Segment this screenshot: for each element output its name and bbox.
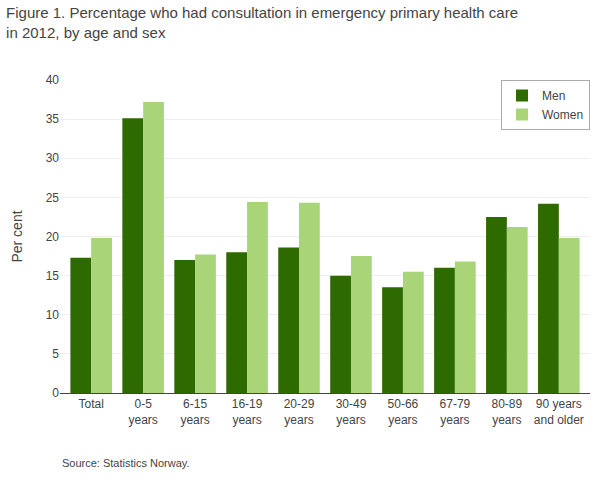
svg-text:Total: Total bbox=[79, 397, 104, 411]
svg-text:67-79years: 67-79years bbox=[440, 397, 471, 427]
svg-text:30: 30 bbox=[46, 151, 60, 165]
svg-text:35: 35 bbox=[46, 112, 60, 126]
svg-text:10: 10 bbox=[46, 308, 60, 322]
svg-text:90 yearsand older: 90 yearsand older bbox=[534, 397, 584, 427]
svg-text:20: 20 bbox=[46, 230, 60, 244]
svg-text:0-5years: 0-5years bbox=[128, 397, 157, 427]
svg-text:20-29years: 20-29years bbox=[284, 397, 315, 427]
svg-text:16-19years: 16-19years bbox=[232, 397, 263, 427]
svg-text:Men: Men bbox=[542, 89, 565, 103]
svg-text:0: 0 bbox=[52, 386, 59, 400]
svg-text:50-66years: 50-66years bbox=[388, 397, 419, 427]
svg-text:40: 40 bbox=[46, 73, 60, 87]
svg-text:Women: Women bbox=[542, 108, 583, 122]
svg-text:6-15years: 6-15years bbox=[180, 397, 209, 427]
svg-text:Figure 1. Percentage who had c: Figure 1. Percentage who had consultatio… bbox=[6, 4, 518, 41]
svg-text:Per cent: Per cent bbox=[9, 210, 25, 262]
svg-text:Source: Statistics Norway.: Source: Statistics Norway. bbox=[62, 457, 190, 469]
svg-text:15: 15 bbox=[46, 269, 60, 283]
svg-text:5: 5 bbox=[52, 347, 59, 361]
svg-text:80-89years: 80-89years bbox=[492, 397, 523, 427]
svg-text:25: 25 bbox=[46, 191, 60, 205]
svg-text:30-49years: 30-49years bbox=[336, 397, 367, 427]
